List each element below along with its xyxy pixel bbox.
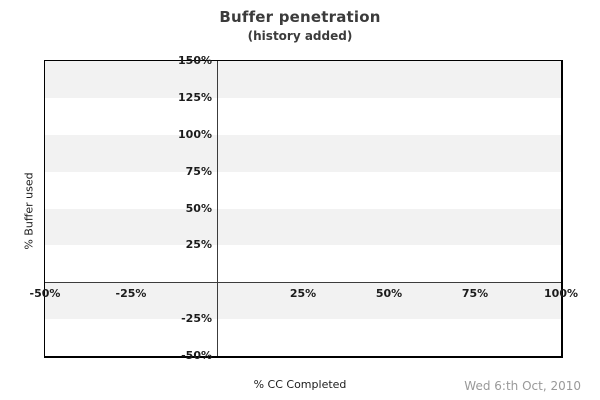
x-tick-label: 75% [461,287,489,301]
y-tick-label: 25% [185,238,212,252]
stripe-band [45,134,561,172]
date-stamp: Wed 6:th Oct, 2010 [464,379,581,393]
y-tick-label: 100% [178,127,212,141]
stripe-band [45,208,561,246]
stripe-band [45,61,561,98]
y-tick-label: -50% [181,349,212,362]
x-tick-label: 50% [375,287,403,301]
x-axis-line [45,282,561,284]
y-tick-label: 50% [185,201,212,215]
x-tick-label: -25% [115,287,147,301]
y-axis-title: % Buffer used [22,172,36,250]
y-tick-label: 125% [178,90,212,104]
chart-subtitle: (history added) [247,29,353,43]
y-tick-label: 150% [178,54,212,67]
x-tick-label: 25% [289,287,317,301]
x-tick-label: 100% [544,287,578,301]
y-tick-label: -25% [181,312,212,326]
x-axis-title: % CC Completed [253,378,347,391]
stripe-band [45,282,561,320]
x-tick-label: -50% [29,287,61,301]
y-axis-line [217,61,218,356]
chart-title: Buffer penetration [219,8,381,26]
y-tick-label: 75% [185,164,212,178]
plot-area: 150% 125% 100% 75% 50% 25% -25% -50% -50% -25% 25%… [30,55,578,362]
